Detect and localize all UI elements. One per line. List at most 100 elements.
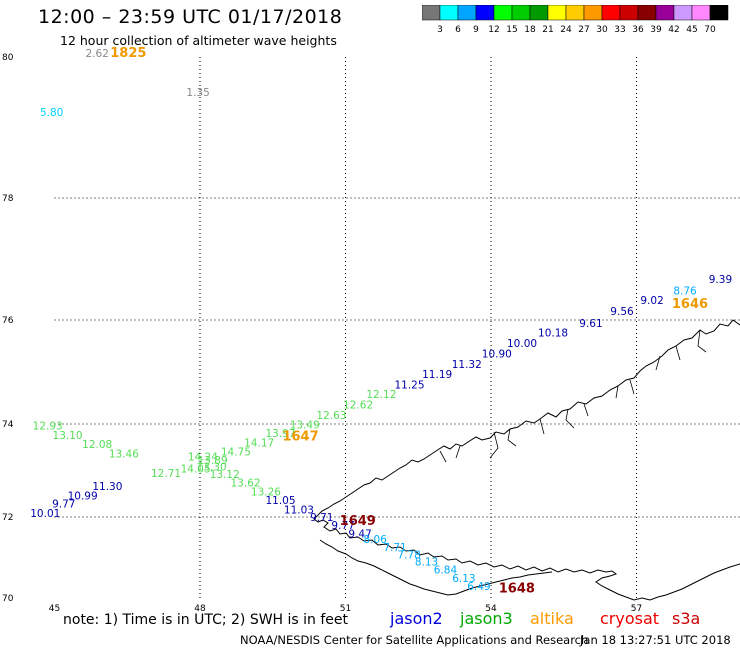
lon-tick-label: 57 — [631, 604, 642, 614]
axis-tick-labels: 454851545760707274767880 — [2, 53, 642, 614]
swh-value-label: 8.76 — [673, 285, 697, 297]
colorbar-label: 36 — [632, 25, 644, 35]
swh-value-label: 12.63 — [316, 410, 346, 422]
swh-value-label: 14.75 — [221, 447, 251, 459]
swh-value-label: 12.08 — [82, 439, 112, 451]
satellite-s3a: s3a — [672, 609, 701, 628]
swh-value-label: 11.05 — [265, 495, 295, 507]
colorbar-swatch — [493, 5, 513, 21]
colorbar-label: 24 — [560, 25, 572, 35]
colorbar-swatch — [637, 5, 657, 21]
satellite-jason2: jason2 — [390, 609, 443, 628]
lon-tick-label: 45 — [49, 604, 60, 614]
swh-value-label: 13.10 — [53, 430, 83, 442]
pass-time-label: 1649 — [340, 514, 376, 529]
swh-value-label: 10.00 — [507, 338, 537, 350]
colorbar-swatch — [439, 5, 459, 21]
colorbar-label: 42 — [668, 25, 679, 35]
colorbar-label: 45 — [686, 25, 697, 35]
page-subtitle: 12 hour collection of altimeter wave hei… — [60, 33, 337, 48]
swh-value-label: 10.01 — [30, 508, 60, 520]
generation-timestamp: Jan 18 13:27:51 UTC 2018 — [580, 633, 731, 647]
colorbar-swatch — [619, 5, 639, 21]
swh-value-label: 11.19 — [422, 369, 452, 381]
swh-value-label: 9.56 — [610, 306, 634, 318]
colorbar-swatch — [475, 5, 495, 21]
pass-time-labels: 1825 1646 1647 1649 1648 — [110, 46, 708, 596]
swh-value-label: 6.84 — [434, 565, 458, 577]
swh-value-label: 11.25 — [394, 380, 424, 392]
colorbar-swatch — [601, 5, 621, 21]
swh-value-label: 7.71 — [383, 542, 406, 554]
novaya-zemlya-north-island-coast — [313, 319, 740, 601]
swh-value-label: 13.62 — [231, 477, 261, 489]
pass-time-label: 1825 — [110, 46, 146, 61]
coastline — [313, 319, 740, 601]
swh-value-label: 9.77 — [331, 520, 354, 532]
swh-value-label: 11.32 — [452, 359, 482, 371]
colorbar-swatches — [422, 5, 729, 21]
lat-tick-label: 80 — [2, 53, 14, 63]
swh-value-label: 5.80 — [40, 107, 63, 119]
swh-value-label: 14.24 — [188, 451, 218, 463]
swh-value-label: 13.97 — [265, 428, 295, 440]
colorbar-swatch — [547, 5, 567, 21]
colorbar-label: 9 — [473, 25, 479, 35]
swh-value-label: 2.62 — [86, 48, 109, 60]
swh-value-label: 9.71 — [310, 512, 333, 524]
swh-value-label: 1.35 — [186, 87, 209, 99]
south-island-coast — [319, 539, 553, 596]
lon-tick-label: 51 — [340, 604, 351, 614]
colorbar-label: 12 — [488, 25, 499, 35]
swh-value-label: 9.39 — [709, 274, 732, 286]
colorbar-label: 70 — [704, 25, 716, 35]
wave-height-observations: 2.621.355.80109.319.398.769.029.569.6110… — [30, 48, 732, 593]
colorbar-label: 6 — [455, 25, 461, 35]
swh-value-label: 13.89 — [198, 455, 228, 467]
swh-value-label: 9.02 — [640, 295, 663, 307]
lon-tick-label: 54 — [485, 604, 497, 614]
colorbar-swatch — [457, 5, 477, 21]
lat-tick-label: 72 — [2, 513, 13, 523]
pass-time-label: 1646 — [672, 297, 708, 312]
swh-value-label: 12.12 — [366, 389, 396, 401]
swh-value-label: 7.78 — [397, 549, 420, 561]
satellite-jason3: jason3 — [460, 609, 513, 628]
swh-value-label: 10.90 — [482, 348, 512, 360]
lon-tick-label: 48 — [194, 604, 206, 614]
swh-value-label: 8.06 — [363, 534, 387, 546]
satellite-cryosat: cryosat — [600, 609, 660, 628]
lat-tick-label: 78 — [2, 194, 14, 204]
swh-value-label: 9.77 — [52, 499, 75, 511]
swh-value-label: 9.47 — [348, 528, 371, 540]
swh-value-label: 12.62 — [343, 399, 373, 411]
swh-value-label: 8.13 — [415, 557, 438, 569]
credit-line: NOAA/NESDIS Center for Satellite Applica… — [240, 633, 589, 647]
swh-value-label: 10.18 — [538, 328, 568, 340]
colorbar-swatch — [691, 5, 711, 21]
colorbar-swatch — [583, 5, 603, 21]
colorbar-swatch — [655, 5, 675, 21]
colorbar-label: 15 — [506, 25, 517, 35]
swh-value-label: 11.30 — [92, 481, 122, 493]
colorbar-label: 27 — [578, 25, 589, 35]
colorbar-swatch — [422, 5, 441, 21]
pass-time-label: 1647 — [282, 430, 318, 445]
colorbar-label: 30 — [596, 25, 608, 35]
swh-value-label: 13.46 — [109, 448, 139, 460]
fjord-lines — [439, 329, 707, 463]
colorbar-swatch — [529, 5, 549, 21]
swh-value-label: 9.61 — [579, 318, 602, 330]
swh-value-label: 14.17 — [244, 437, 274, 449]
colorbar-label: 18 — [524, 25, 536, 35]
swh-value-label: 6.49 — [467, 581, 490, 593]
colorbar-label: 39 — [650, 25, 662, 35]
swh-value-label: 14.05 — [181, 463, 211, 475]
colorbar-swatch — [673, 5, 693, 21]
swh-value-label: 6.13 — [452, 573, 475, 585]
colorbar-label: 33 — [614, 25, 625, 35]
lat-tick-label: 70 — [2, 594, 14, 604]
